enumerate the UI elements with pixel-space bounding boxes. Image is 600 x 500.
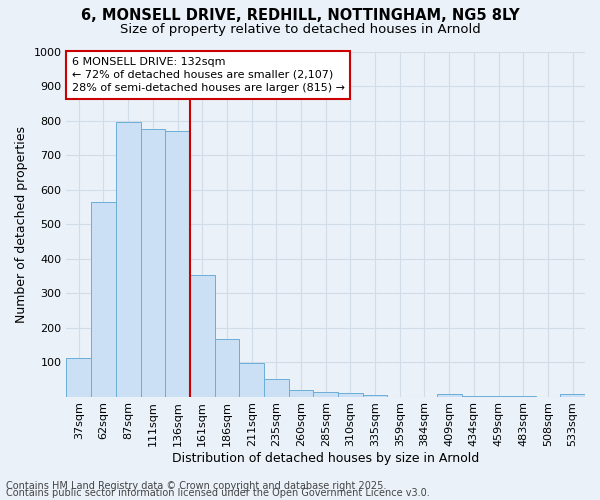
Bar (140, 129, 165, 396)
Bar (215, 338, 239, 396)
Text: Contains public sector information licensed under the Open Government Licence v3: Contains public sector information licen… (6, 488, 430, 498)
Bar (289, 390, 313, 396)
Text: 6, MONSELL DRIVE, REDHILL, NOTTINGHAM, NG5 8LY: 6, MONSELL DRIVE, REDHILL, NOTTINGHAM, N… (80, 8, 520, 22)
Bar (437, 394, 461, 396)
Bar (313, 392, 338, 396)
X-axis label: Distribution of detached houses by size in Arnold: Distribution of detached houses by size … (172, 452, 479, 465)
Text: 6 MONSELL DRIVE: 132sqm
← 72% of detached houses are smaller (2,107)
28% of semi: 6 MONSELL DRIVE: 132sqm ← 72% of detache… (71, 56, 344, 93)
Bar (190, 275, 215, 396)
Bar (264, 378, 289, 396)
Bar (338, 393, 363, 396)
Y-axis label: Number of detached properties: Number of detached properties (15, 126, 28, 322)
Bar (560, 394, 585, 396)
Bar (116, 122, 140, 396)
Text: Contains HM Land Registry data © Crown copyright and database right 2025.: Contains HM Land Registry data © Crown c… (6, 481, 386, 491)
Text: Size of property relative to detached houses in Arnold: Size of property relative to detached ho… (119, 22, 481, 36)
Bar (363, 394, 388, 396)
Bar (67, 358, 91, 397)
Bar (91, 202, 116, 396)
Bar (239, 363, 264, 396)
Bar (165, 131, 190, 396)
